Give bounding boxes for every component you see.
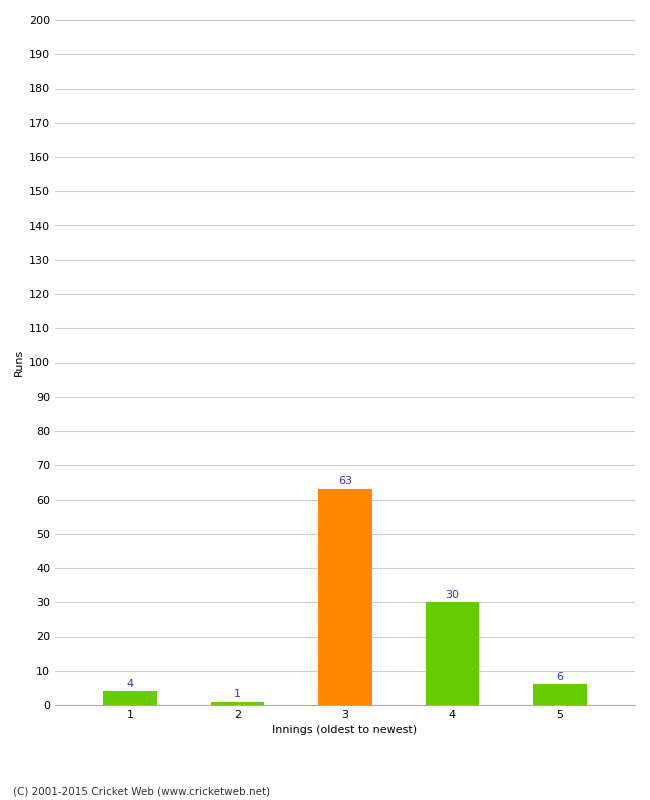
Bar <box>533 685 587 705</box>
Bar <box>426 602 479 705</box>
Text: 1: 1 <box>234 689 241 699</box>
Bar <box>103 691 157 705</box>
Bar <box>211 702 265 705</box>
Text: 30: 30 <box>445 590 460 599</box>
Text: 4: 4 <box>127 678 134 689</box>
X-axis label: Innings (oldest to newest): Innings (oldest to newest) <box>272 726 417 735</box>
Text: 63: 63 <box>338 477 352 486</box>
Y-axis label: Runs: Runs <box>14 349 23 376</box>
Text: (C) 2001-2015 Cricket Web (www.cricketweb.net): (C) 2001-2015 Cricket Web (www.cricketwe… <box>13 786 270 796</box>
Text: 6: 6 <box>556 672 564 682</box>
Bar <box>318 490 372 705</box>
